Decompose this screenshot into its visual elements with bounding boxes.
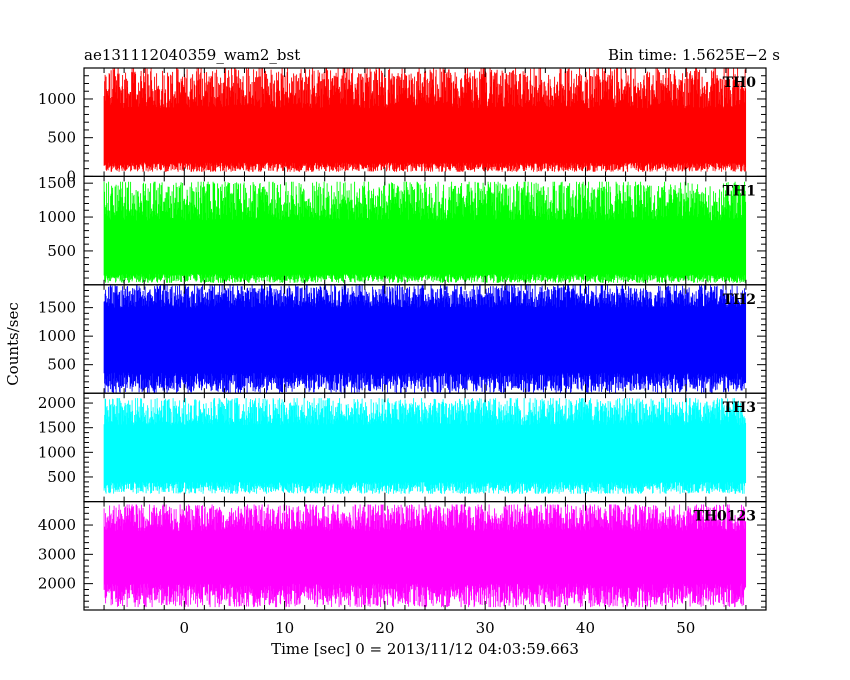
y-tick-label: 2000 bbox=[38, 575, 76, 593]
x-tick-label: 20 bbox=[375, 619, 394, 637]
chart-title-right: Bin time: 1.5625E−2 s bbox=[608, 46, 780, 64]
panel-th3: 500 1000 1500 2000 TH3 bbox=[38, 392, 767, 503]
panel-th0: 0 500 1000 TH0 bbox=[38, 67, 767, 185]
x-tick-label: 10 bbox=[275, 619, 294, 637]
series-th2 bbox=[103, 284, 747, 393]
x-tick-label: 50 bbox=[676, 619, 695, 637]
x-axis-label: Time [sec] 0 = 2013/11/12 04:03:59.663 bbox=[271, 640, 579, 658]
panel-th0123: 2000 3000 4000 TH0123 bbox=[38, 501, 767, 611]
y-tick-label: 0 bbox=[66, 167, 76, 185]
y-tick-label: 500 bbox=[47, 356, 76, 374]
y-tick-label: 1000 bbox=[38, 208, 76, 226]
x-axis-tick-labels: 0 10 20 30 40 50 bbox=[180, 619, 696, 637]
y-axis-label: Counts/sec bbox=[4, 302, 22, 386]
y-tick-label: 1000 bbox=[38, 327, 76, 345]
y-tick-label: 3000 bbox=[38, 545, 76, 563]
panel-th1: 500 1000 1500 TH1 bbox=[38, 174, 767, 286]
panel-label: TH1 bbox=[723, 183, 756, 199]
y-tick-label: 1500 bbox=[38, 419, 76, 437]
series-th0123 bbox=[103, 504, 747, 608]
x-tick-label: 30 bbox=[476, 619, 495, 637]
series-th1 bbox=[103, 181, 747, 283]
y-tick-label: 500 bbox=[47, 468, 76, 486]
series-th0 bbox=[103, 68, 747, 172]
panel-label: TH2 bbox=[723, 292, 756, 308]
panel-label: TH3 bbox=[723, 400, 756, 416]
y-tick-label: 4000 bbox=[38, 516, 76, 534]
chart-title-left: ae131112040359_wam2_bst bbox=[84, 46, 300, 64]
panel-th2: 500 1000 1500 TH2 bbox=[38, 284, 767, 394]
x-tick-label: 0 bbox=[180, 619, 190, 637]
y-tick-label: 500 bbox=[47, 242, 76, 260]
y-tick-label: 500 bbox=[47, 129, 76, 147]
series-th3 bbox=[103, 398, 747, 494]
panel-label: TH0 bbox=[723, 75, 757, 91]
y-tick-label: 1500 bbox=[38, 299, 76, 317]
y-tick-label: 1000 bbox=[38, 90, 76, 108]
x-tick-label: 40 bbox=[576, 619, 595, 637]
y-tick-label: 1000 bbox=[38, 443, 76, 461]
y-tick-label: 2000 bbox=[38, 394, 76, 412]
y-tick-label: 1500 bbox=[38, 174, 76, 192]
panel-label: TH0123 bbox=[693, 509, 756, 525]
